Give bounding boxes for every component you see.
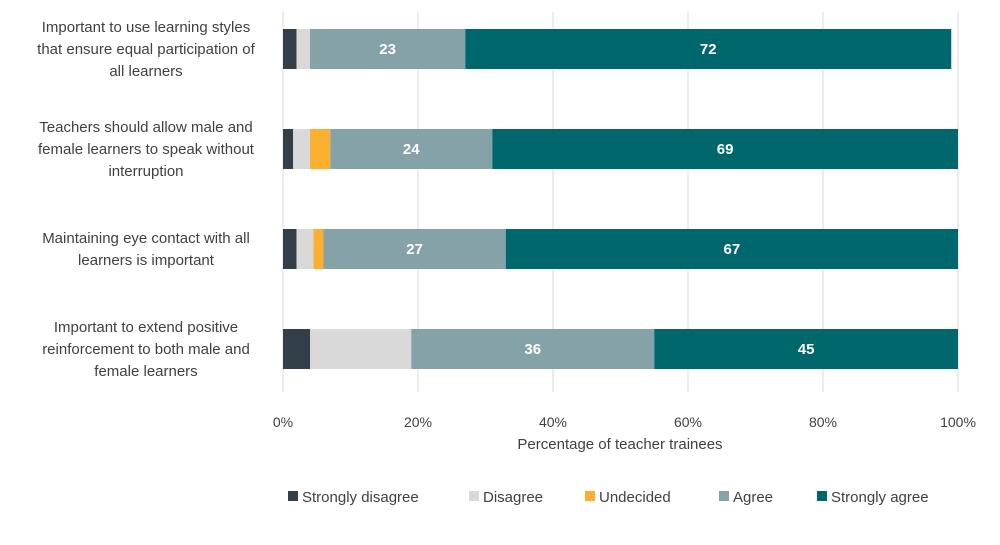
bar-segment bbox=[283, 129, 294, 169]
bar-segment bbox=[310, 29, 466, 69]
x-tick-label: 40% bbox=[539, 414, 567, 430]
bar-segment bbox=[283, 329, 310, 369]
data-label: 24 bbox=[403, 141, 420, 158]
x-tick-label: 80% bbox=[809, 414, 837, 430]
data-label: 23 bbox=[379, 41, 396, 58]
legend-swatch bbox=[817, 491, 827, 501]
category-label: Teachers should allow male and female lea… bbox=[38, 119, 255, 180]
category-label: Important to use learning styles that ens… bbox=[37, 19, 255, 80]
bar-segment bbox=[330, 129, 493, 169]
legend-label: Undecided bbox=[599, 489, 671, 506]
data-label: 72 bbox=[700, 41, 717, 58]
bar-segment bbox=[283, 229, 297, 269]
bars: 23 72 24 69 27 67 36 45 bbox=[283, 29, 958, 369]
x-axis-title: Percentage of teacher trainees bbox=[517, 436, 722, 453]
data-label: 36 bbox=[524, 341, 541, 358]
bar-segment bbox=[310, 329, 412, 369]
x-tick-label: 60% bbox=[674, 414, 702, 430]
bar-segment bbox=[505, 229, 958, 269]
bar-segment bbox=[293, 129, 310, 169]
legend-swatch bbox=[719, 491, 729, 501]
bar-segment bbox=[313, 229, 324, 269]
legend-swatch bbox=[288, 491, 298, 501]
bar-segment bbox=[411, 329, 655, 369]
x-axis-ticks: 0% 20% 40% 60% 80% 100% bbox=[273, 414, 976, 430]
legend-swatch bbox=[585, 491, 595, 501]
x-tick-label: 20% bbox=[404, 414, 432, 430]
bar-segment bbox=[310, 129, 331, 169]
category-labels: Important to use learning styles that ens… bbox=[37, 19, 255, 380]
data-label: 69 bbox=[717, 141, 734, 158]
legend-label: Disagree bbox=[483, 489, 543, 506]
bar-segment bbox=[492, 129, 958, 169]
data-label: 67 bbox=[724, 241, 741, 258]
gridlines bbox=[282, 12, 959, 392]
legend-label: Agree bbox=[733, 489, 773, 506]
category-label: Important to extend positive reinforcemen… bbox=[42, 319, 250, 380]
legend-swatch bbox=[469, 491, 479, 501]
bar-segment bbox=[296, 29, 310, 69]
legend-label: Strongly disagree bbox=[302, 489, 419, 506]
bar-segment bbox=[283, 29, 297, 69]
bar-segment bbox=[296, 229, 314, 269]
bar-segment bbox=[323, 229, 506, 269]
bar-segment bbox=[465, 29, 952, 69]
x-tick-label: 0% bbox=[273, 414, 293, 430]
data-label: 45 bbox=[798, 341, 815, 358]
data-label: 27 bbox=[406, 241, 423, 258]
category-label: Maintaining eye contact with all learners… bbox=[42, 230, 250, 269]
legend: Strongly disagree Disagree Undecided Agree S… bbox=[288, 489, 929, 506]
bar-segment bbox=[654, 329, 958, 369]
legend-label: Strongly agree bbox=[831, 489, 929, 506]
x-tick-label: 100% bbox=[940, 414, 976, 430]
